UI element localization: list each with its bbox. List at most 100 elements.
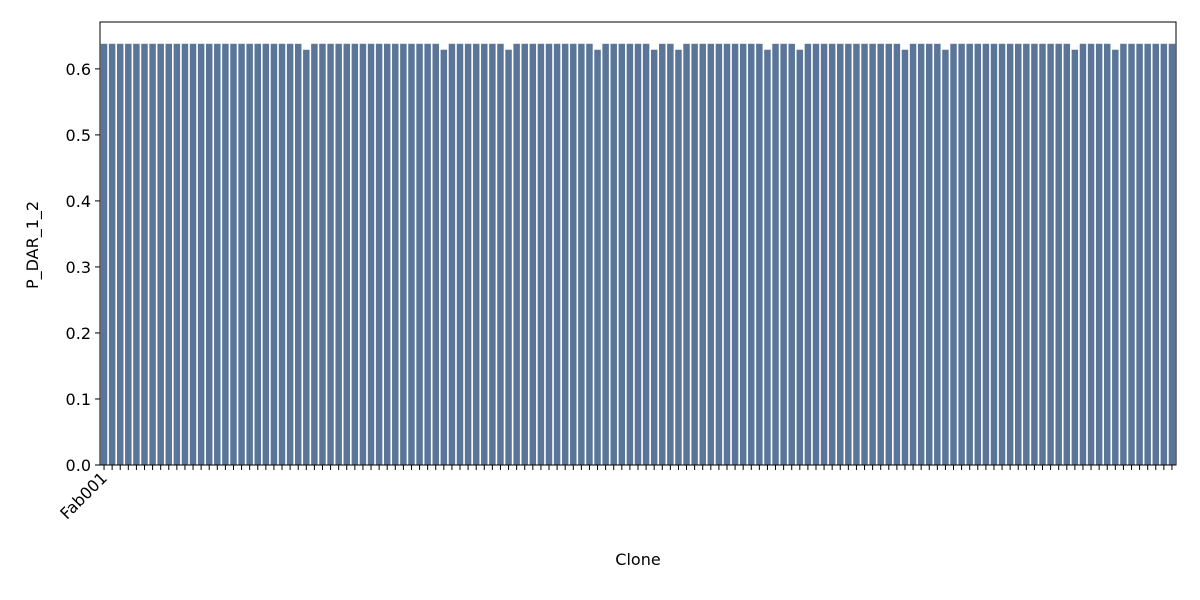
bar xyxy=(561,43,569,465)
bar xyxy=(788,43,795,465)
bar xyxy=(133,43,140,465)
bar xyxy=(1047,43,1054,465)
bar xyxy=(804,43,812,465)
bar xyxy=(375,43,383,465)
bar xyxy=(642,43,650,465)
bar xyxy=(270,43,278,465)
bar xyxy=(319,43,326,465)
bar xyxy=(699,43,706,465)
bar xyxy=(335,43,342,465)
bar xyxy=(820,43,828,465)
y-axis-label: P_DAR_1_2 xyxy=(23,201,43,289)
bar xyxy=(990,43,998,465)
bar xyxy=(869,43,876,465)
bar xyxy=(982,43,990,465)
bar xyxy=(116,43,124,465)
bar xyxy=(400,43,407,465)
bar xyxy=(505,49,512,466)
bar xyxy=(602,43,609,465)
bar xyxy=(610,43,617,465)
bar xyxy=(691,43,698,465)
bar xyxy=(513,43,520,465)
bar xyxy=(303,49,310,466)
bar xyxy=(1079,43,1087,465)
bar xyxy=(942,49,949,466)
bar xyxy=(254,43,261,465)
bar xyxy=(934,43,941,465)
bar xyxy=(796,49,804,466)
bar xyxy=(707,43,715,465)
bar xyxy=(764,49,771,466)
bar xyxy=(359,43,367,465)
bar xyxy=(861,43,868,465)
bar xyxy=(173,43,181,465)
y-tick-label: 0.3 xyxy=(66,258,91,277)
bar xyxy=(1152,43,1160,465)
bar xyxy=(877,43,884,465)
bar xyxy=(748,43,755,465)
bar xyxy=(828,43,836,465)
bar xyxy=(408,43,415,465)
bar xyxy=(634,43,642,465)
bar xyxy=(1023,43,1030,465)
bar xyxy=(456,43,464,465)
bar xyxy=(278,43,286,465)
bar xyxy=(537,43,545,465)
bar xyxy=(553,43,561,465)
bar xyxy=(1103,43,1111,465)
bar xyxy=(966,43,973,465)
bar xyxy=(723,43,731,465)
bar xyxy=(294,43,302,465)
bar xyxy=(845,43,852,465)
bar xyxy=(659,43,666,465)
bar xyxy=(246,43,253,465)
bar xyxy=(157,43,164,465)
bar xyxy=(812,43,820,465)
bar xyxy=(327,43,334,465)
y-tick-label: 0.1 xyxy=(66,390,91,409)
bar xyxy=(667,43,674,465)
bar xyxy=(901,49,909,466)
bar xyxy=(529,43,537,465)
bar xyxy=(594,49,601,466)
bar xyxy=(181,43,189,465)
y-tick-label: 0.0 xyxy=(66,456,91,475)
bar xyxy=(731,43,739,465)
bar xyxy=(772,43,779,465)
bar xyxy=(392,43,399,465)
bar xyxy=(1039,43,1046,465)
bar xyxy=(739,43,747,465)
bar xyxy=(108,43,116,465)
bar xyxy=(205,43,213,465)
bar xyxy=(1031,43,1038,465)
bar xyxy=(958,43,965,465)
bar xyxy=(1095,43,1103,465)
bar xyxy=(893,43,901,465)
bar xyxy=(464,43,472,465)
bar xyxy=(998,43,1006,465)
bar xyxy=(497,43,504,465)
bar xyxy=(950,43,957,465)
bar xyxy=(853,43,860,465)
bar xyxy=(189,43,197,465)
bar xyxy=(926,43,933,465)
bar xyxy=(650,49,658,466)
bar xyxy=(141,43,148,465)
bar xyxy=(238,43,245,465)
bar xyxy=(432,43,439,465)
y-tick-label: 0.6 xyxy=(66,60,91,79)
bar xyxy=(472,43,480,465)
bar xyxy=(489,43,496,465)
bar xyxy=(756,43,763,465)
bar xyxy=(149,43,156,465)
bar xyxy=(1144,43,1151,465)
bar xyxy=(626,43,634,465)
bar xyxy=(100,43,108,465)
bar xyxy=(343,43,350,465)
bar xyxy=(165,43,173,465)
bar xyxy=(262,43,270,465)
bar xyxy=(578,43,585,465)
bar xyxy=(1168,43,1176,465)
bar xyxy=(1136,43,1143,465)
